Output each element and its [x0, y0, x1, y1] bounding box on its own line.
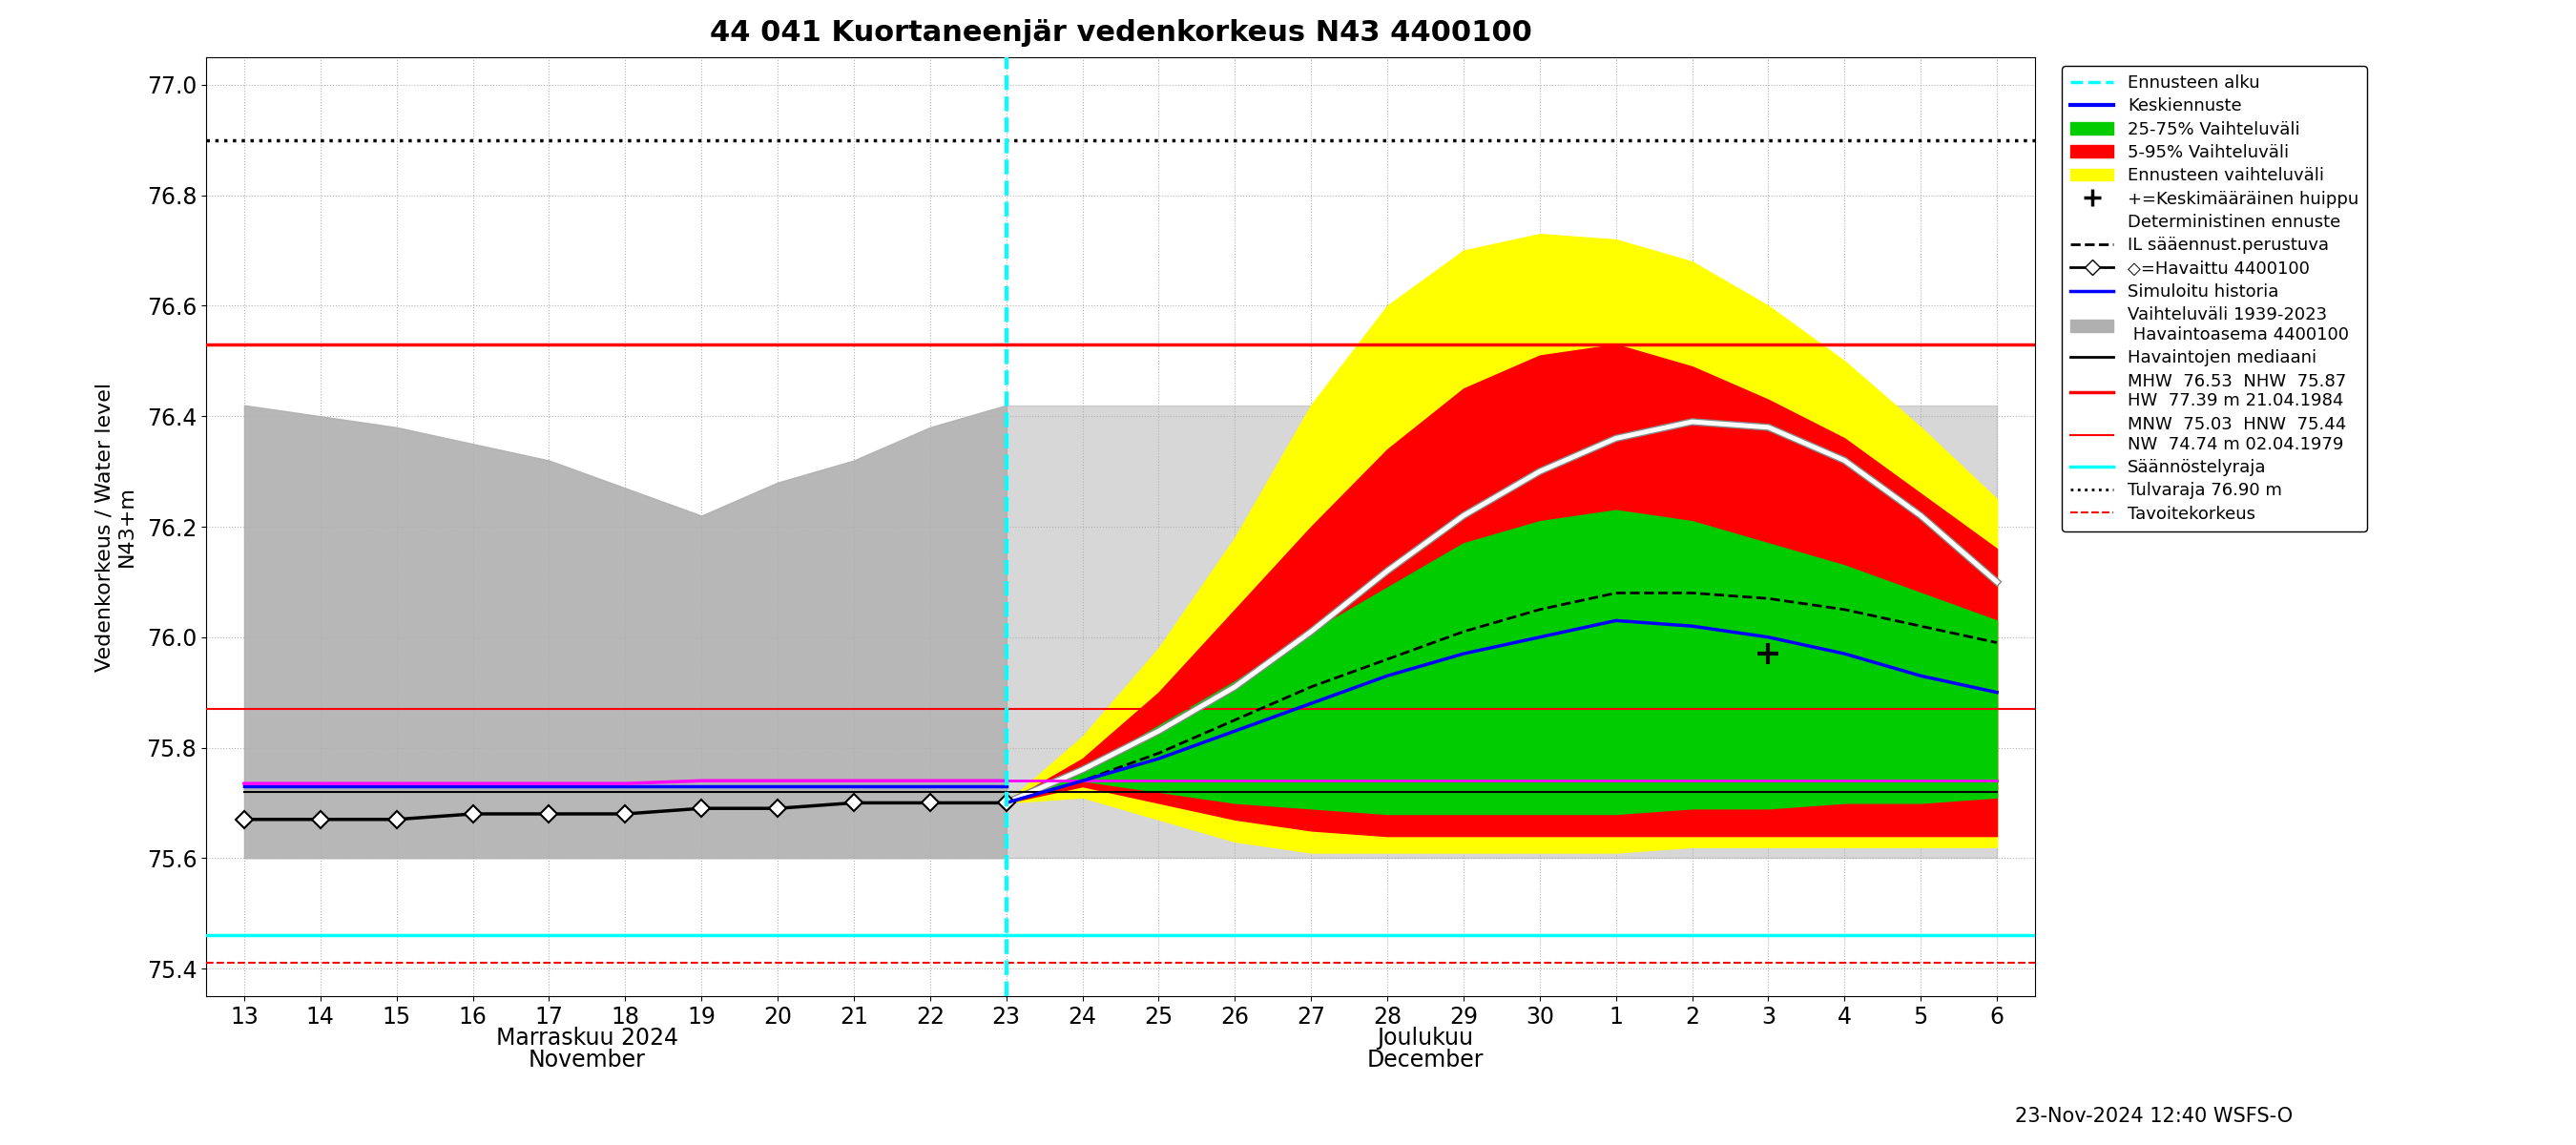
Text: Joulukuu: Joulukuu: [1378, 1027, 1473, 1050]
Text: December: December: [1368, 1049, 1484, 1072]
Text: 23-Nov-2024 12:40 WSFS-O: 23-Nov-2024 12:40 WSFS-O: [2014, 1107, 2293, 1126]
Text: November: November: [528, 1049, 647, 1072]
Legend: Ennusteen alku, Keskiennuste, 25-75% Vaihteluväli, 5-95% Vaihteluväli, Ennusteen: Ennusteen alku, Keskiennuste, 25-75% Vai…: [2061, 66, 2367, 531]
Y-axis label: Vedenkorkeus / Water level
N43+m: Vedenkorkeus / Water level N43+m: [95, 382, 137, 671]
Title: 44 041 Kuortaneenjär vedenkorkeus N43 4400100: 44 041 Kuortaneenjär vedenkorkeus N43 44…: [708, 19, 1533, 47]
Text: Marraskuu 2024: Marraskuu 2024: [497, 1027, 677, 1050]
